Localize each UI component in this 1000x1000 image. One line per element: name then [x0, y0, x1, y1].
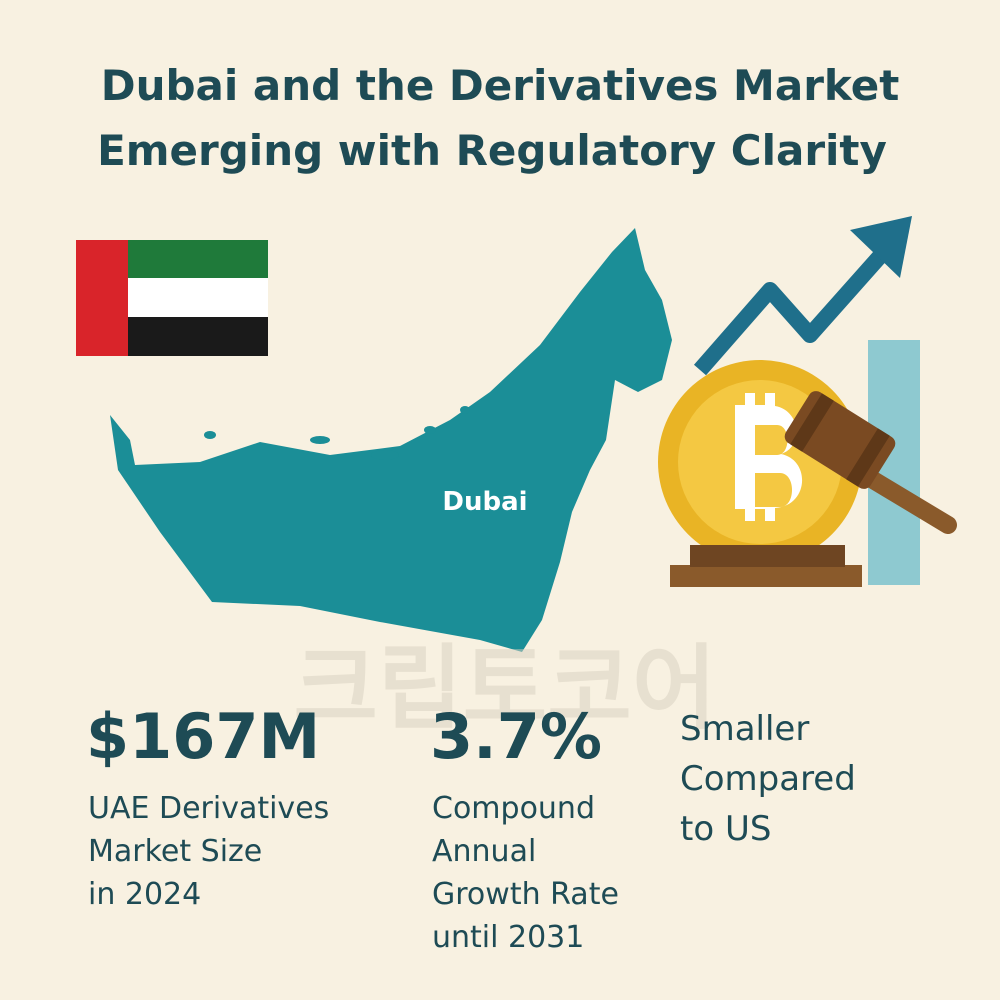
map-label: Dubai [442, 487, 527, 517]
stat-label-line: Growth Rate [432, 877, 619, 912]
stat-label: UAE Derivatives Market Size in 2024 [88, 791, 329, 912]
stat-label-line: until 2031 [432, 920, 584, 955]
stat-label-line: Compound [432, 791, 595, 826]
shape [128, 240, 268, 278]
stat-label-line: Smaller [680, 709, 809, 749]
gavel [670, 391, 957, 587]
watermark: 크립토코어 [293, 635, 716, 742]
stat-value: 3.7% [430, 700, 602, 773]
shape [460, 406, 470, 414]
stat-label: Compound Annual Growth Rate until 2031 [432, 791, 619, 955]
stat-label-line: UAE Derivatives [88, 791, 329, 826]
uae-map [110, 228, 672, 652]
trend-arrow [693, 239, 896, 376]
shape [76, 240, 128, 356]
uae-flag [76, 240, 268, 356]
shape [790, 393, 834, 452]
stat-label: Smaller Compared to US [680, 709, 856, 849]
arrow-head [850, 216, 912, 278]
islands [204, 406, 470, 460]
shape [128, 278, 268, 317]
shape [310, 436, 330, 444]
shape [371, 450, 399, 460]
title-line: Dubai and the Derivatives Market [101, 61, 900, 110]
shape [128, 317, 268, 356]
shape [846, 428, 890, 487]
shape [690, 545, 845, 567]
stat-label-line: to US [680, 809, 771, 849]
stat-label-line: Market Size [88, 834, 262, 869]
title-line: Emerging with Regulatory Clarity [97, 126, 887, 175]
bitcoin-symbol [735, 393, 803, 521]
stat-label-line: Compared [680, 759, 856, 799]
stat-label-line: Annual [432, 834, 536, 869]
shape [670, 565, 862, 587]
shape [784, 391, 896, 489]
stat-value: $167M [86, 700, 320, 773]
stat-label-line: in 2024 [88, 877, 201, 912]
shape [204, 431, 216, 439]
shape [424, 426, 436, 434]
